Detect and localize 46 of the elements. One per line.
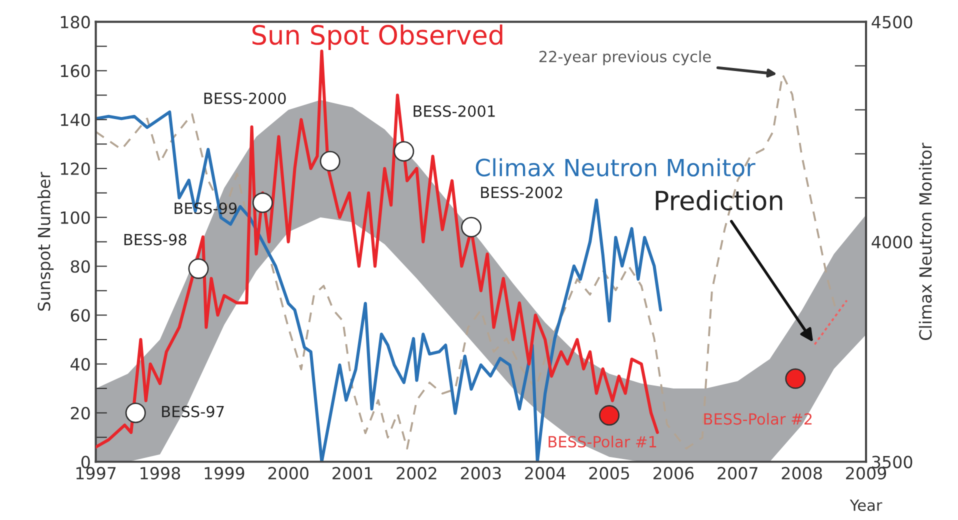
y-tick-label: 0	[81, 456, 90, 468]
y2-tick-label: 4000	[872, 236, 912, 248]
y2-tick-label: 3500	[872, 456, 912, 468]
text: 22-year previous cycle	[539, 50, 711, 66]
x-tick-label: 2007	[718, 466, 758, 480]
annotation: BESS-2002	[481, 186, 562, 198]
x-tick-label: 2006	[653, 466, 694, 480]
point	[320, 150, 340, 172]
y-tick-label: 40	[70, 358, 90, 371]
y2-axis-title: Climax Neutron Monitor	[918, 142, 932, 340]
y-axis-title: Sunspot Number	[37, 172, 54, 311]
point	[394, 141, 414, 162]
y2-tick-label: 4500	[872, 16, 912, 28]
y-tick-label: 60	[70, 309, 90, 322]
point	[125, 402, 146, 424]
y-tick-label: 180	[60, 16, 90, 28]
x-axis-title: Year	[850, 500, 882, 511]
y-tick-label: 20	[70, 406, 90, 420]
x-tick-label: 1999	[204, 466, 244, 480]
annotation: BESS-97	[162, 406, 224, 418]
y-tick-label: 160	[60, 64, 90, 78]
y-tick-label: 140	[60, 114, 90, 126]
point	[785, 368, 806, 389]
point	[252, 192, 273, 213]
x-tick-label: 2008	[782, 466, 822, 480]
y-tick-label: 80	[70, 260, 90, 273]
point	[188, 258, 209, 279]
text: Sun Spot Observed	[252, 24, 502, 50]
series-label: Climax Neutron Monitor	[476, 158, 756, 177]
annotation: Prediction	[656, 190, 782, 210]
annotation: BESS-2000	[204, 92, 286, 104]
annotation: BESS-98	[124, 234, 186, 246]
x-tick-label: 2005	[589, 466, 630, 480]
point	[599, 405, 620, 426]
y-tick-label: 100	[60, 211, 90, 224]
x-tick-label: 2000	[268, 466, 308, 480]
x-tick-label: 2001	[332, 466, 372, 480]
point	[461, 216, 482, 238]
y-tick-label: 120	[60, 162, 90, 176]
x-tick-label: 2009	[846, 466, 886, 480]
x-tick-label: 2003	[460, 466, 501, 480]
x-tick-label: 2004	[525, 466, 566, 480]
x-tick-label: 1998	[140, 466, 180, 480]
annotation: BESS-2001	[414, 105, 495, 117]
x-tick-label: 2002	[396, 466, 436, 480]
x-tick-label: 1997	[76, 466, 116, 480]
